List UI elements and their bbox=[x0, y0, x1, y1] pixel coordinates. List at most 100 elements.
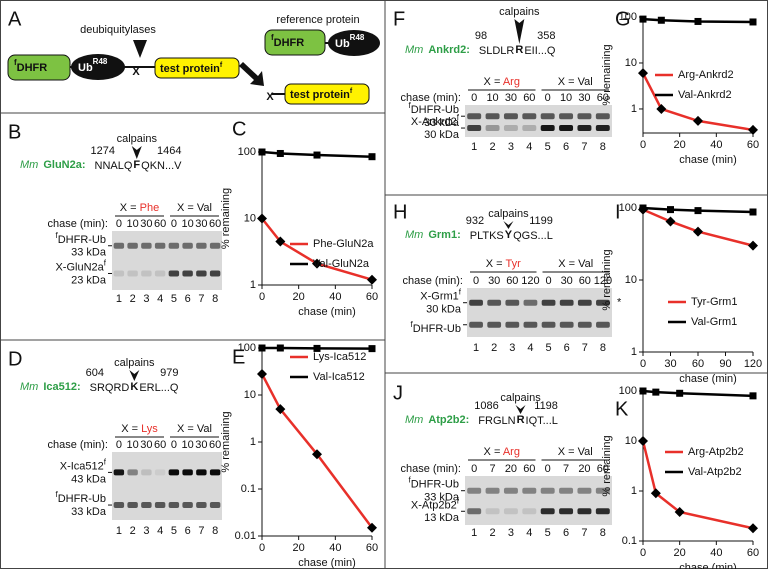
marker bbox=[656, 103, 667, 114]
lane-number: 7 bbox=[198, 525, 204, 537]
species: Mm bbox=[20, 381, 38, 393]
test-label: test proteinf bbox=[160, 62, 223, 75]
panel-letter: C bbox=[232, 118, 246, 140]
prefix: X = bbox=[120, 202, 140, 214]
lane-number: 6 bbox=[563, 141, 569, 153]
x-tick-label: 0 bbox=[640, 547, 646, 559]
protease: calpains bbox=[488, 208, 529, 220]
legend-label: Tyr-Grm1 bbox=[691, 296, 737, 308]
y-tick-label: 0.01 bbox=[235, 530, 256, 542]
lane-number: 1 bbox=[116, 293, 122, 305]
x-axis-label: chase (min) bbox=[298, 557, 355, 569]
amino-acid: Phe bbox=[140, 202, 160, 214]
sequence: QKN...V bbox=[141, 160, 182, 172]
gel-band bbox=[596, 299, 610, 306]
gel-band bbox=[127, 469, 138, 476]
amino-acid: Val bbox=[578, 76, 593, 88]
lane-number: 1 bbox=[471, 141, 477, 153]
lane-number: 1 bbox=[473, 342, 479, 354]
x-tick-label: 40 bbox=[329, 542, 341, 554]
time: 60 bbox=[506, 275, 518, 287]
y-axis-label: % remaining bbox=[601, 249, 613, 310]
chase-label: chase (min): bbox=[400, 463, 461, 475]
dhfr: DHFR bbox=[17, 62, 48, 74]
x-axis-label: chase (min) bbox=[679, 562, 736, 569]
legend-label: Val-Ica512 bbox=[313, 371, 365, 383]
band-label: X-Ica512f bbox=[60, 458, 107, 473]
time: 0 bbox=[471, 92, 477, 104]
gel-band bbox=[196, 270, 207, 277]
gel-band bbox=[559, 299, 574, 306]
gel-band bbox=[469, 321, 483, 328]
lane-number: 8 bbox=[212, 293, 218, 305]
prefix: X = bbox=[484, 76, 503, 88]
gel-band bbox=[127, 242, 138, 249]
marker bbox=[275, 404, 286, 415]
lane-number: 7 bbox=[581, 527, 587, 539]
marker bbox=[368, 153, 376, 161]
time: 30 bbox=[140, 218, 152, 230]
time: 60 bbox=[523, 92, 535, 104]
lane-number: 4 bbox=[527, 342, 533, 354]
test-label: test proteinf bbox=[290, 88, 353, 101]
gel-band bbox=[113, 270, 125, 277]
sup: f bbox=[459, 288, 462, 297]
gel-band bbox=[595, 113, 610, 120]
band-size: 33 kDa bbox=[71, 506, 107, 518]
prefix: X = bbox=[558, 258, 578, 270]
y-tick-label: 1 bbox=[631, 485, 637, 497]
band-label: X-GluN2af bbox=[55, 259, 106, 274]
x-tick-label: 90 bbox=[719, 358, 731, 370]
time: 30 bbox=[140, 439, 152, 451]
x-tick-label: 40 bbox=[710, 139, 722, 151]
marker bbox=[638, 436, 648, 446]
y-tick-label: 10 bbox=[625, 274, 637, 286]
gel-band bbox=[522, 487, 537, 494]
panel-letter: A bbox=[8, 8, 22, 30]
y-tick-label: 1 bbox=[631, 346, 637, 358]
gel-band bbox=[141, 270, 152, 277]
lane-number: 8 bbox=[600, 527, 606, 539]
prefix: X = bbox=[558, 76, 578, 88]
x-tick-label: 40 bbox=[329, 291, 341, 303]
gel-band bbox=[485, 487, 500, 494]
amino-acid: Val bbox=[197, 202, 212, 214]
series-line bbox=[261, 217, 373, 281]
gel-band bbox=[469, 299, 483, 306]
sequence: SRQRD bbox=[90, 382, 130, 394]
gel-band bbox=[209, 242, 221, 249]
protease: calpains bbox=[114, 357, 155, 369]
time: 0 bbox=[116, 218, 122, 230]
gel-band bbox=[595, 487, 610, 494]
time: 0 bbox=[473, 275, 479, 287]
lane-number: 8 bbox=[212, 525, 218, 537]
marker bbox=[639, 204, 647, 212]
time: 20 bbox=[578, 463, 590, 475]
marker bbox=[748, 124, 758, 135]
panel-title: Mm Grm1: bbox=[405, 229, 461, 241]
marker bbox=[276, 344, 284, 352]
time: 20 bbox=[505, 463, 517, 475]
lane-number: 6 bbox=[563, 527, 569, 539]
marker bbox=[275, 236, 286, 247]
gel-band bbox=[559, 508, 574, 515]
lane-number: 5 bbox=[171, 293, 177, 305]
gel-band bbox=[196, 502, 207, 509]
group-label: X = Lys bbox=[121, 423, 158, 435]
series-line bbox=[642, 17, 754, 24]
band-size: 33 kDa bbox=[424, 492, 460, 504]
lane-number: 4 bbox=[526, 141, 532, 153]
x-tick-label: 0 bbox=[640, 358, 646, 370]
panel-letter: H bbox=[393, 201, 407, 223]
group-label: X = Val bbox=[177, 423, 212, 435]
sup: f bbox=[457, 113, 460, 122]
sequence: ERL...Q bbox=[139, 382, 179, 394]
time: 10 bbox=[486, 92, 498, 104]
gel bbox=[465, 476, 612, 525]
x-tick-label: 30 bbox=[664, 358, 676, 370]
marker bbox=[665, 216, 676, 227]
species: Mm bbox=[405, 229, 423, 241]
band-name: X-Grm1 bbox=[420, 291, 459, 303]
residue: R bbox=[517, 414, 525, 426]
gel-band bbox=[141, 469, 152, 476]
